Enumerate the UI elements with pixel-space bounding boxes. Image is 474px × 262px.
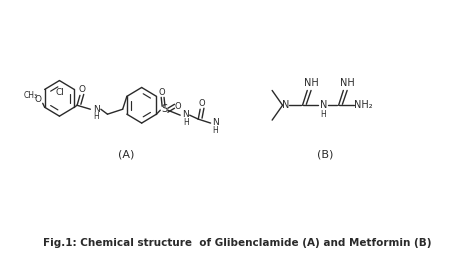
Text: H: H bbox=[93, 112, 99, 121]
Text: S: S bbox=[161, 104, 167, 114]
Text: H: H bbox=[183, 118, 189, 127]
Text: H: H bbox=[320, 110, 326, 119]
Text: N: N bbox=[93, 105, 100, 114]
Text: O: O bbox=[159, 88, 165, 97]
Text: Cl: Cl bbox=[55, 88, 64, 97]
Text: (A): (A) bbox=[118, 150, 134, 160]
Text: O: O bbox=[35, 95, 42, 104]
Text: N: N bbox=[282, 100, 289, 110]
Text: Fig.1: Chemical structure  of Glibenclamide (A) and Metformin (B): Fig.1: Chemical structure of Glibenclami… bbox=[43, 238, 431, 248]
Text: H: H bbox=[212, 125, 218, 134]
Text: O: O bbox=[175, 102, 182, 111]
Text: O: O bbox=[199, 99, 205, 108]
Text: NH: NH bbox=[304, 78, 319, 88]
Text: O: O bbox=[78, 85, 85, 94]
Text: N: N bbox=[320, 100, 327, 110]
Text: N: N bbox=[212, 118, 219, 127]
Text: NH: NH bbox=[340, 78, 355, 88]
Text: N: N bbox=[182, 110, 189, 119]
Text: CH₃: CH₃ bbox=[23, 91, 37, 100]
Text: (B): (B) bbox=[317, 150, 334, 160]
Text: NH₂: NH₂ bbox=[354, 100, 373, 110]
